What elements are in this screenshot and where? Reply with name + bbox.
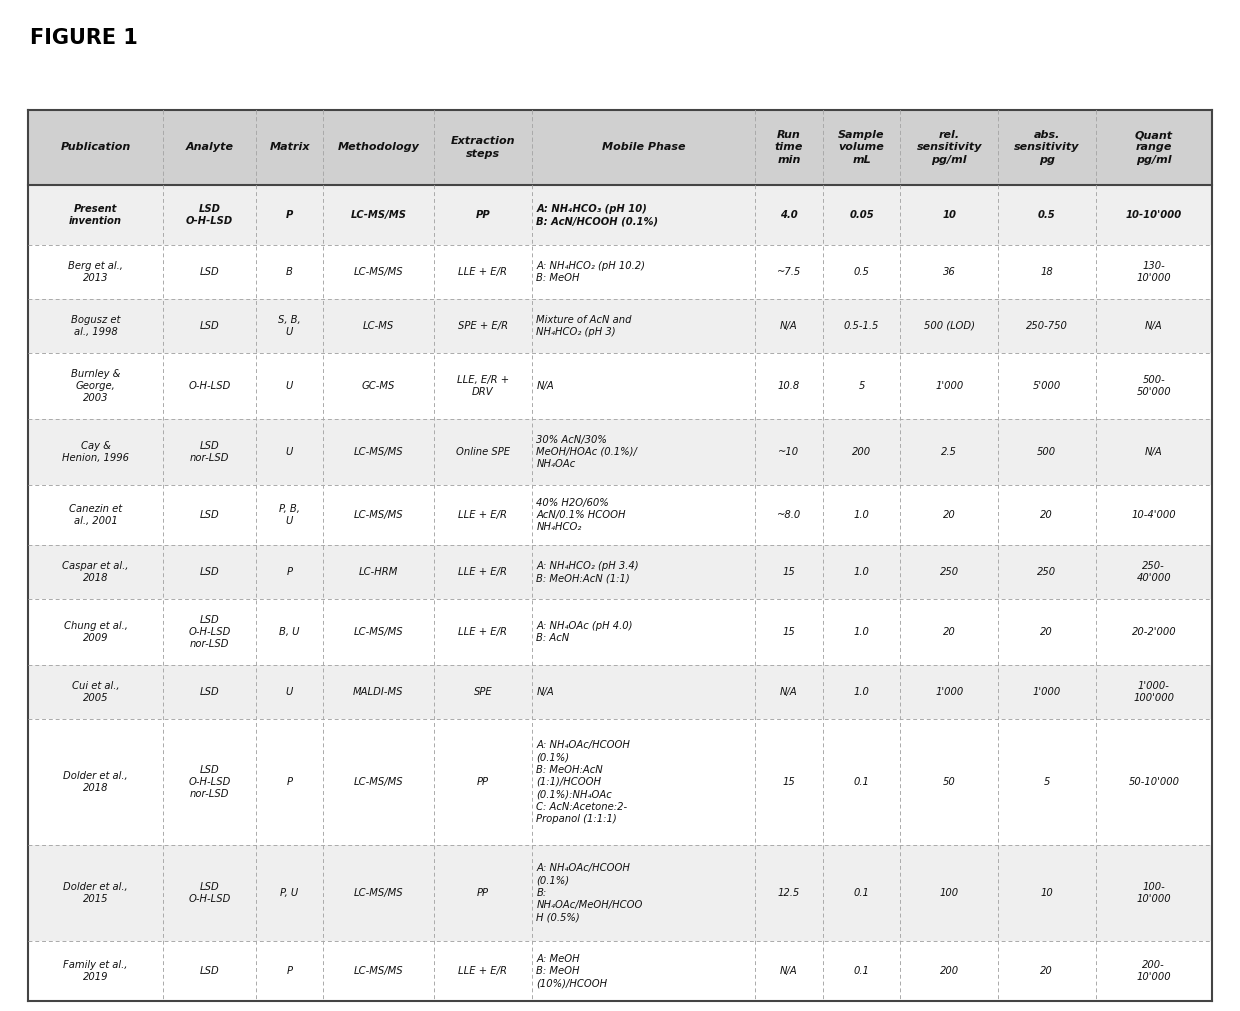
- Text: Mixture of AcN and
NH₄HCO₂ (pH 3): Mixture of AcN and NH₄HCO₂ (pH 3): [537, 314, 632, 338]
- Bar: [29, 599, 1211, 665]
- Text: Quant
range
pg/ml: Quant range pg/ml: [1135, 130, 1173, 165]
- Text: LSD
O-H-LSD: LSD O-H-LSD: [188, 882, 231, 904]
- Text: 12.5: 12.5: [777, 888, 800, 898]
- Text: U: U: [286, 447, 294, 457]
- Bar: [29, 419, 1211, 485]
- Text: Cay &
Henion, 1996: Cay & Henion, 1996: [62, 441, 129, 463]
- Text: A: NH₄OAc (pH 4.0)
B: AcN: A: NH₄OAc (pH 4.0) B: AcN: [537, 621, 632, 643]
- Text: 100: 100: [940, 888, 959, 898]
- Text: 2.5: 2.5: [941, 447, 957, 457]
- Text: 36: 36: [942, 267, 956, 277]
- Text: LSD: LSD: [200, 966, 219, 976]
- Text: Mobile Phase: Mobile Phase: [603, 143, 686, 153]
- Text: LSD: LSD: [200, 687, 219, 697]
- Text: Matrix: Matrix: [269, 143, 310, 153]
- Text: 20: 20: [1040, 627, 1053, 637]
- Text: MALDI-MS: MALDI-MS: [353, 687, 404, 697]
- Text: 20: 20: [942, 510, 956, 520]
- Text: Canezin et
al., 2001: Canezin et al., 2001: [69, 503, 123, 526]
- Text: LC-MS/MS: LC-MS/MS: [353, 888, 403, 898]
- Text: 100-
10'000: 100- 10'000: [1137, 882, 1171, 904]
- Text: LSD: LSD: [200, 267, 219, 277]
- Bar: [29, 845, 1211, 941]
- Text: PP: PP: [476, 210, 490, 220]
- Text: SPE: SPE: [474, 687, 492, 697]
- Text: LLE + E/R: LLE + E/R: [459, 510, 507, 520]
- Text: LC-MS/MS: LC-MS/MS: [353, 966, 403, 976]
- Text: B: B: [286, 267, 293, 277]
- Text: 1.0: 1.0: [853, 567, 869, 577]
- Text: P: P: [286, 567, 293, 577]
- Text: LC-HRM: LC-HRM: [358, 567, 398, 577]
- Text: A: MeOH
B: MeOH
(10%)/HCOOH: A: MeOH B: MeOH (10%)/HCOOH: [537, 953, 608, 989]
- Text: 1'000: 1'000: [935, 381, 963, 391]
- Text: Analyte: Analyte: [186, 143, 233, 153]
- Text: 30% AcN/30%
MeOH/HOAc (0.1%)/
NH₄OAc: 30% AcN/30% MeOH/HOAc (0.1%)/ NH₄OAc: [537, 435, 637, 469]
- Text: Cui et al.,
2005: Cui et al., 2005: [72, 680, 119, 704]
- Text: 1.0: 1.0: [853, 687, 869, 697]
- Text: LC-MS/MS: LC-MS/MS: [353, 267, 403, 277]
- Text: P, U: P, U: [280, 888, 299, 898]
- Text: O-H-LSD: O-H-LSD: [188, 381, 231, 391]
- Text: 0.05: 0.05: [849, 210, 874, 220]
- Text: 200-
10'000: 200- 10'000: [1137, 959, 1171, 983]
- Text: 500-
50'000: 500- 50'000: [1137, 375, 1171, 397]
- Text: 20: 20: [942, 627, 956, 637]
- Text: 0.5: 0.5: [1038, 210, 1055, 220]
- Text: LLE + E/R: LLE + E/R: [459, 267, 507, 277]
- Text: 20: 20: [1040, 966, 1053, 976]
- Text: Dolder et al.,
2018: Dolder et al., 2018: [63, 770, 128, 794]
- Text: 250: 250: [1037, 567, 1056, 577]
- Text: Present
invention: Present invention: [69, 204, 122, 226]
- Bar: [29, 719, 1211, 845]
- Text: 20-2'000: 20-2'000: [1131, 627, 1176, 637]
- Text: Dolder et al.,
2015: Dolder et al., 2015: [63, 882, 128, 904]
- Text: 15: 15: [782, 567, 795, 577]
- Text: 500 (LOD): 500 (LOD): [924, 321, 975, 331]
- Text: 1'000: 1'000: [935, 687, 963, 697]
- Text: P: P: [286, 777, 293, 787]
- Text: 0.5-1.5: 0.5-1.5: [844, 321, 879, 331]
- Text: Caspar et al.,
2018: Caspar et al., 2018: [62, 561, 129, 583]
- Text: 250-750: 250-750: [1025, 321, 1068, 331]
- Text: 10.8: 10.8: [777, 381, 800, 391]
- Text: 50-10'000: 50-10'000: [1128, 777, 1179, 787]
- Text: 4.0: 4.0: [780, 210, 797, 220]
- Text: 50: 50: [942, 777, 956, 787]
- Text: Run
time
min: Run time min: [775, 130, 804, 165]
- Text: N/A: N/A: [780, 687, 797, 697]
- Text: A: NH₄HCO₃ (pH 10)
B: AcN/HCOOH (0.1%): A: NH₄HCO₃ (pH 10) B: AcN/HCOOH (0.1%): [537, 204, 658, 226]
- Text: Methodology: Methodology: [337, 143, 419, 153]
- Text: LSD: LSD: [200, 321, 219, 331]
- Text: 200: 200: [852, 447, 872, 457]
- Text: LC-MS/MS: LC-MS/MS: [353, 627, 403, 637]
- Text: 20: 20: [1040, 510, 1053, 520]
- Text: 40% H2O/60%
AcN/0.1% HCOOH
NH₄HCO₂: 40% H2O/60% AcN/0.1% HCOOH NH₄HCO₂: [537, 497, 626, 533]
- Text: FIGURE 1: FIGURE 1: [30, 28, 138, 48]
- Text: N/A: N/A: [780, 966, 797, 976]
- Bar: [29, 353, 1211, 419]
- Text: LC-MS/MS: LC-MS/MS: [353, 510, 403, 520]
- Text: Sample
volume
mL: Sample volume mL: [838, 130, 885, 165]
- Text: 10-4'000: 10-4'000: [1131, 510, 1176, 520]
- Text: Bogusz et
al., 1998: Bogusz et al., 1998: [71, 314, 120, 338]
- Text: 1.0: 1.0: [853, 510, 869, 520]
- Text: A: NH₄HCO₂ (pH 10.2)
B: MeOH: A: NH₄HCO₂ (pH 10.2) B: MeOH: [537, 261, 645, 283]
- Text: N/A: N/A: [1145, 321, 1163, 331]
- Text: 500: 500: [1037, 447, 1056, 457]
- Text: Burnley &
George,
2003: Burnley & George, 2003: [71, 369, 120, 403]
- Text: LLE, E/R +
DRV: LLE, E/R + DRV: [456, 375, 508, 397]
- Text: 0.1: 0.1: [853, 777, 869, 787]
- Bar: [29, 485, 1211, 545]
- Text: A: NH₄OAc/HCOOH
(0.1%)
B: MeOH:AcN
(1:1)/HCOOH
(0.1%):NH₄OAc
C: AcN:Acetone:2-
P: A: NH₄OAc/HCOOH (0.1%) B: MeOH:AcN (1:1)…: [537, 740, 630, 824]
- Text: N/A: N/A: [537, 381, 554, 391]
- Text: 250-
40'000: 250- 40'000: [1137, 561, 1171, 583]
- Text: P, B,
U: P, B, U: [279, 503, 300, 526]
- Text: 1'000: 1'000: [1033, 687, 1061, 697]
- Text: 0.1: 0.1: [853, 888, 869, 898]
- Text: B, U: B, U: [279, 627, 300, 637]
- Text: LLE + E/R: LLE + E/R: [459, 627, 507, 637]
- Text: LLE + E/R: LLE + E/R: [459, 567, 507, 577]
- Text: Extraction
steps: Extraction steps: [450, 136, 515, 159]
- Bar: [29, 941, 1211, 1001]
